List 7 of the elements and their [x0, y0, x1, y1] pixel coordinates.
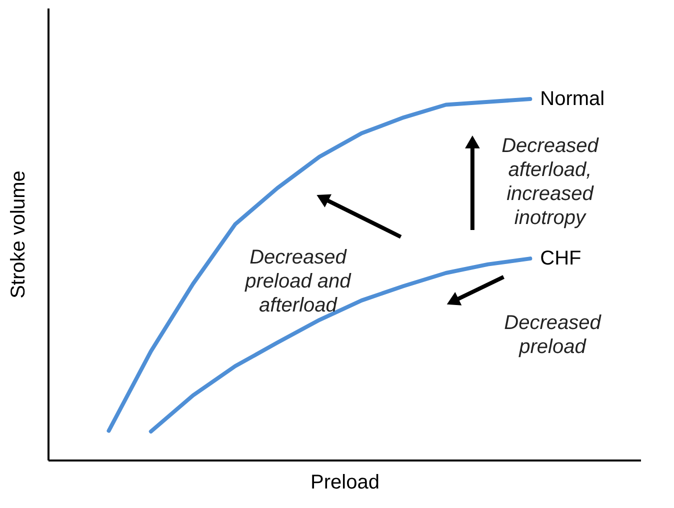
- annotation: Decreased afterload, increased inotropy: [502, 134, 600, 229]
- series-label: Normal: [540, 88, 605, 110]
- series-label: CHF: [540, 248, 582, 270]
- y-axis-title: Stroke volume: [8, 170, 30, 298]
- annotation: Decreased preload and afterload: [244, 246, 352, 316]
- x-axis-title: Preload: [310, 472, 380, 494]
- annotation: Decreased preload: [504, 312, 602, 358]
